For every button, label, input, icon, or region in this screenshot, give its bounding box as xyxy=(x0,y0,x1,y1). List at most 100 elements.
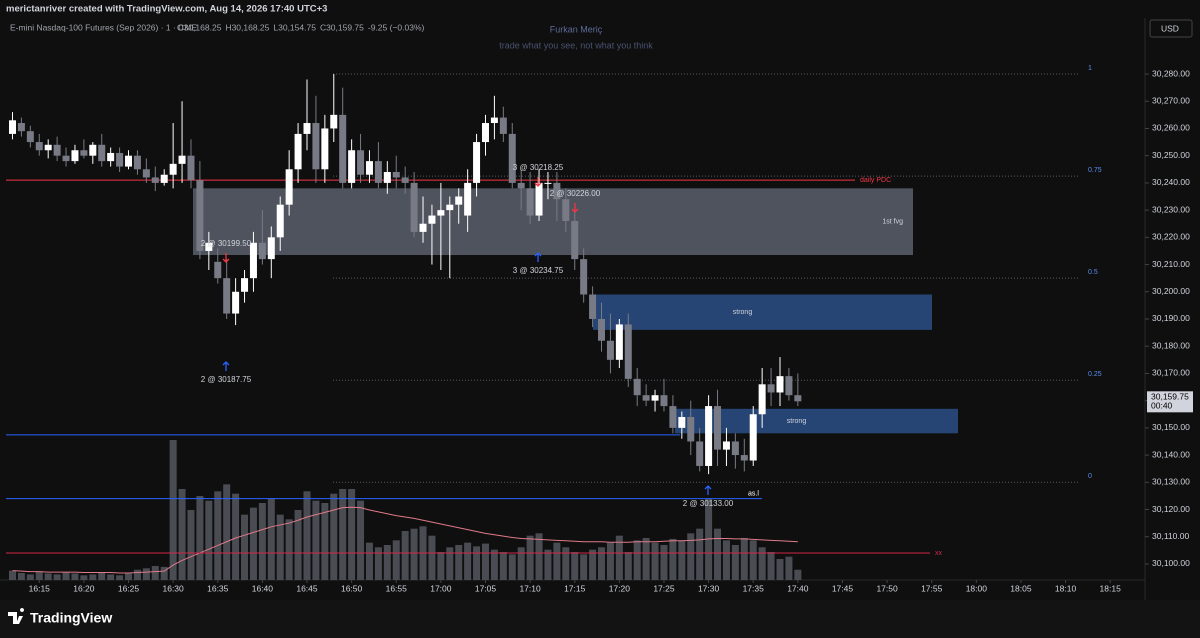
candle-body xyxy=(160,174,168,183)
x-tick-label: 17:00 xyxy=(430,583,452,593)
volume-bar xyxy=(258,503,266,580)
candle-body xyxy=(749,414,757,461)
currency-button[interactable] xyxy=(1149,19,1193,38)
brand-logo xyxy=(8,608,25,624)
currency[interactable]: USD xyxy=(1161,23,1179,33)
volume-bar xyxy=(776,559,784,580)
signal-label: 2 @ 30187.75 xyxy=(201,375,252,384)
candle-body xyxy=(758,384,766,415)
volume-bar xyxy=(794,569,802,580)
ohlc-value: H30,168.25 xyxy=(225,22,269,32)
y-tick-label: 30,280.00 xyxy=(1152,68,1190,78)
volume-bar xyxy=(339,489,347,580)
candle-body xyxy=(151,177,159,183)
volume-bar xyxy=(107,574,115,580)
volume-bar xyxy=(446,547,454,580)
candle-body xyxy=(330,114,338,129)
volume-bar xyxy=(276,514,284,580)
x-tick-label: 17:35 xyxy=(743,583,765,593)
candle-body xyxy=(241,278,249,292)
volume-bar xyxy=(660,545,668,580)
volume-bar xyxy=(133,569,141,580)
y-tick-label: 30,220.00 xyxy=(1152,232,1190,242)
candle-body xyxy=(276,204,284,238)
y-tick-label: 30,240.00 xyxy=(1152,177,1190,187)
volume-bar xyxy=(53,574,61,580)
last-price-tag xyxy=(1147,391,1193,413)
candle-body xyxy=(598,318,606,341)
volume-bar xyxy=(357,500,365,580)
volume-bar xyxy=(428,535,436,580)
symbol: E-mini Nasdaq-100 Futures (Sep 2026) · 1… xyxy=(10,22,197,32)
signal-label: 3 @ 30234.75 xyxy=(513,266,564,275)
candle-body xyxy=(374,161,382,183)
zone-label: strong xyxy=(787,418,807,425)
volume-bar xyxy=(535,533,543,580)
candle-body xyxy=(526,188,534,216)
candle-body xyxy=(187,155,195,181)
fib-label: 0.25 xyxy=(1088,371,1102,378)
x-tick-label: 16:40 xyxy=(252,583,274,593)
signal-arrow xyxy=(534,177,542,187)
candle-body xyxy=(571,221,579,260)
volume-bar xyxy=(294,510,302,580)
volume-bar xyxy=(740,538,748,580)
y-tick-label: 30,190.00 xyxy=(1152,313,1190,323)
candle-body xyxy=(89,144,97,156)
x-tick-label: 16:25 xyxy=(118,583,140,593)
volume-bar xyxy=(321,503,329,580)
candle-body xyxy=(615,324,623,360)
candle-body xyxy=(107,152,115,162)
volume-bar xyxy=(526,535,534,580)
y-tick-label: 30,250.00 xyxy=(1152,150,1190,160)
candle-body xyxy=(35,142,43,151)
countdown: 00:40 xyxy=(1151,401,1173,411)
candle-body xyxy=(133,155,141,170)
ohlc-value: -9.25 (−0.03%) xyxy=(368,22,425,32)
x-tick-label: 17:10 xyxy=(519,583,541,593)
volume-bar xyxy=(312,500,320,580)
candle-body xyxy=(464,182,472,216)
candle-body xyxy=(669,406,677,428)
candle-body xyxy=(455,196,463,205)
level-label: as.l xyxy=(748,490,759,497)
x-tick-label: 18:15 xyxy=(1100,583,1122,593)
volume-bar xyxy=(392,540,400,580)
x-tick-label: 18:10 xyxy=(1055,583,1077,593)
volume-bar xyxy=(544,549,552,580)
candle-body xyxy=(678,416,686,428)
volume-bar xyxy=(517,547,525,580)
volume-bar xyxy=(89,574,97,580)
candle-body xyxy=(535,182,543,216)
candle-body xyxy=(687,416,695,442)
y-tick-label: 30,140.00 xyxy=(1152,449,1190,459)
candle-body xyxy=(473,142,481,183)
volume-bar xyxy=(669,538,677,580)
volume-bar xyxy=(80,575,88,580)
candle-body xyxy=(490,117,498,124)
candle-body xyxy=(26,131,34,143)
volume-bar xyxy=(383,545,391,580)
candle-body xyxy=(8,120,16,134)
volume-bar xyxy=(348,489,356,580)
volume-bar xyxy=(232,493,240,580)
x-tick-label: 18:00 xyxy=(966,583,988,593)
x-tick-label: 17:25 xyxy=(653,583,675,593)
level-label: xx xyxy=(935,550,943,557)
volume-bar xyxy=(8,570,16,580)
candle-body xyxy=(437,210,445,216)
candle-body xyxy=(267,237,275,260)
volume-bar xyxy=(624,552,632,580)
candle-body xyxy=(249,242,257,279)
volume-bar xyxy=(160,566,168,580)
volume-bar xyxy=(642,538,650,580)
candle-body xyxy=(125,155,133,167)
candle-body xyxy=(142,169,150,178)
candle-body xyxy=(62,155,70,162)
volume-bar xyxy=(767,552,775,580)
fib-label: 0 xyxy=(1088,473,1092,480)
volume-bar xyxy=(187,510,195,580)
candle-body xyxy=(651,395,659,401)
x-tick-label: 17:55 xyxy=(921,583,943,593)
volume-bar xyxy=(98,573,106,580)
